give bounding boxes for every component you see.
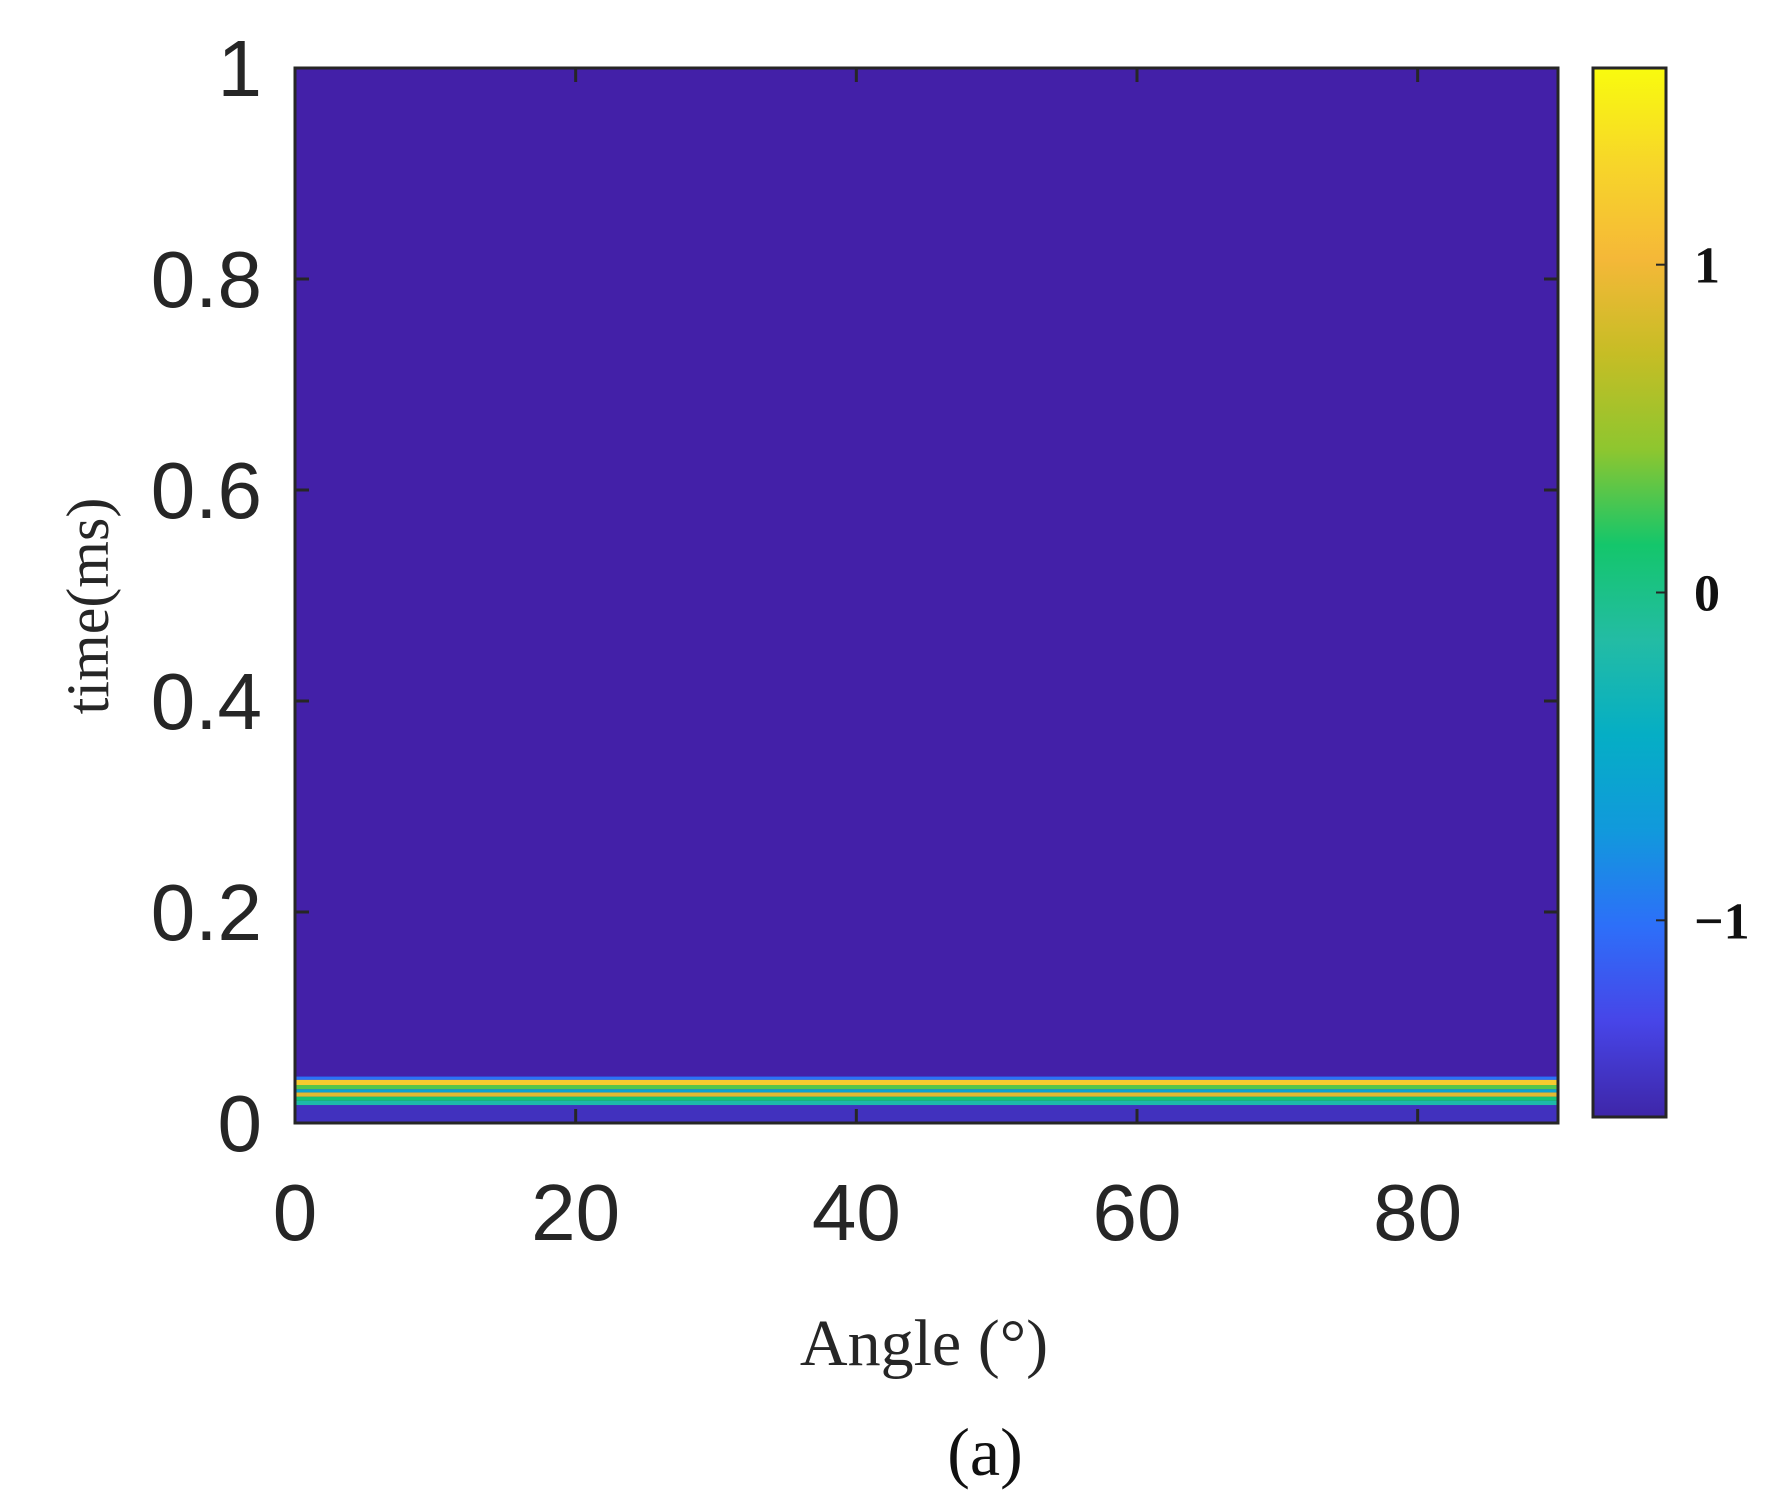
panel-label: (a) [947,1414,1022,1490]
x-tick-label: 20 [531,1168,620,1257]
heatmap-band [295,1079,1558,1086]
x-axis-label: Angle (°) [800,1307,1048,1380]
heatmap-band [295,1100,1558,1106]
x-axis-ticks: 0 20 40 60 80 [273,68,1462,1257]
heatmap-band [295,1085,1558,1090]
x-tick-label: 80 [1373,1168,1462,1257]
colorbar-gradient [1591,66,1668,1119]
colorbar-tick-label: 0 [1694,566,1720,623]
heatmap-background [295,68,1558,1123]
heatmap-band [295,1096,1558,1101]
axes-box [293,66,1560,1125]
y-tick-label: 0.2 [151,868,262,957]
axes-frame [293,66,1560,1125]
y-tick-label: 0.4 [151,657,262,746]
y-tick-label: 1 [218,24,263,113]
y-tick-label: 0 [218,1079,263,1168]
x-tick-label: 40 [812,1168,901,1257]
y-tick-label: 0.6 [151,446,262,535]
colorbar-tick-label: −1 [1694,893,1750,950]
heatmap-band [295,1076,1558,1080]
colorbar-tick-label: 1 [1694,238,1720,295]
x-tick-label: 60 [1093,1168,1182,1257]
heatmap-background-fill [295,68,1558,1123]
heatmap-band [295,1092,1558,1097]
colorbar: 1 0 −1 [1591,66,1750,1119]
heatmap-bands [295,1076,1558,1123]
y-axis-ticks: 0 0.2 0.4 0.6 0.8 1 [151,24,1558,1168]
y-tick-label: 0.8 [151,235,262,324]
heatmap-band [295,1105,1558,1123]
x-tick-label: 0 [273,1168,318,1257]
y-axis-label: time(ms) [55,498,121,715]
heatmap-band [295,1089,1558,1093]
